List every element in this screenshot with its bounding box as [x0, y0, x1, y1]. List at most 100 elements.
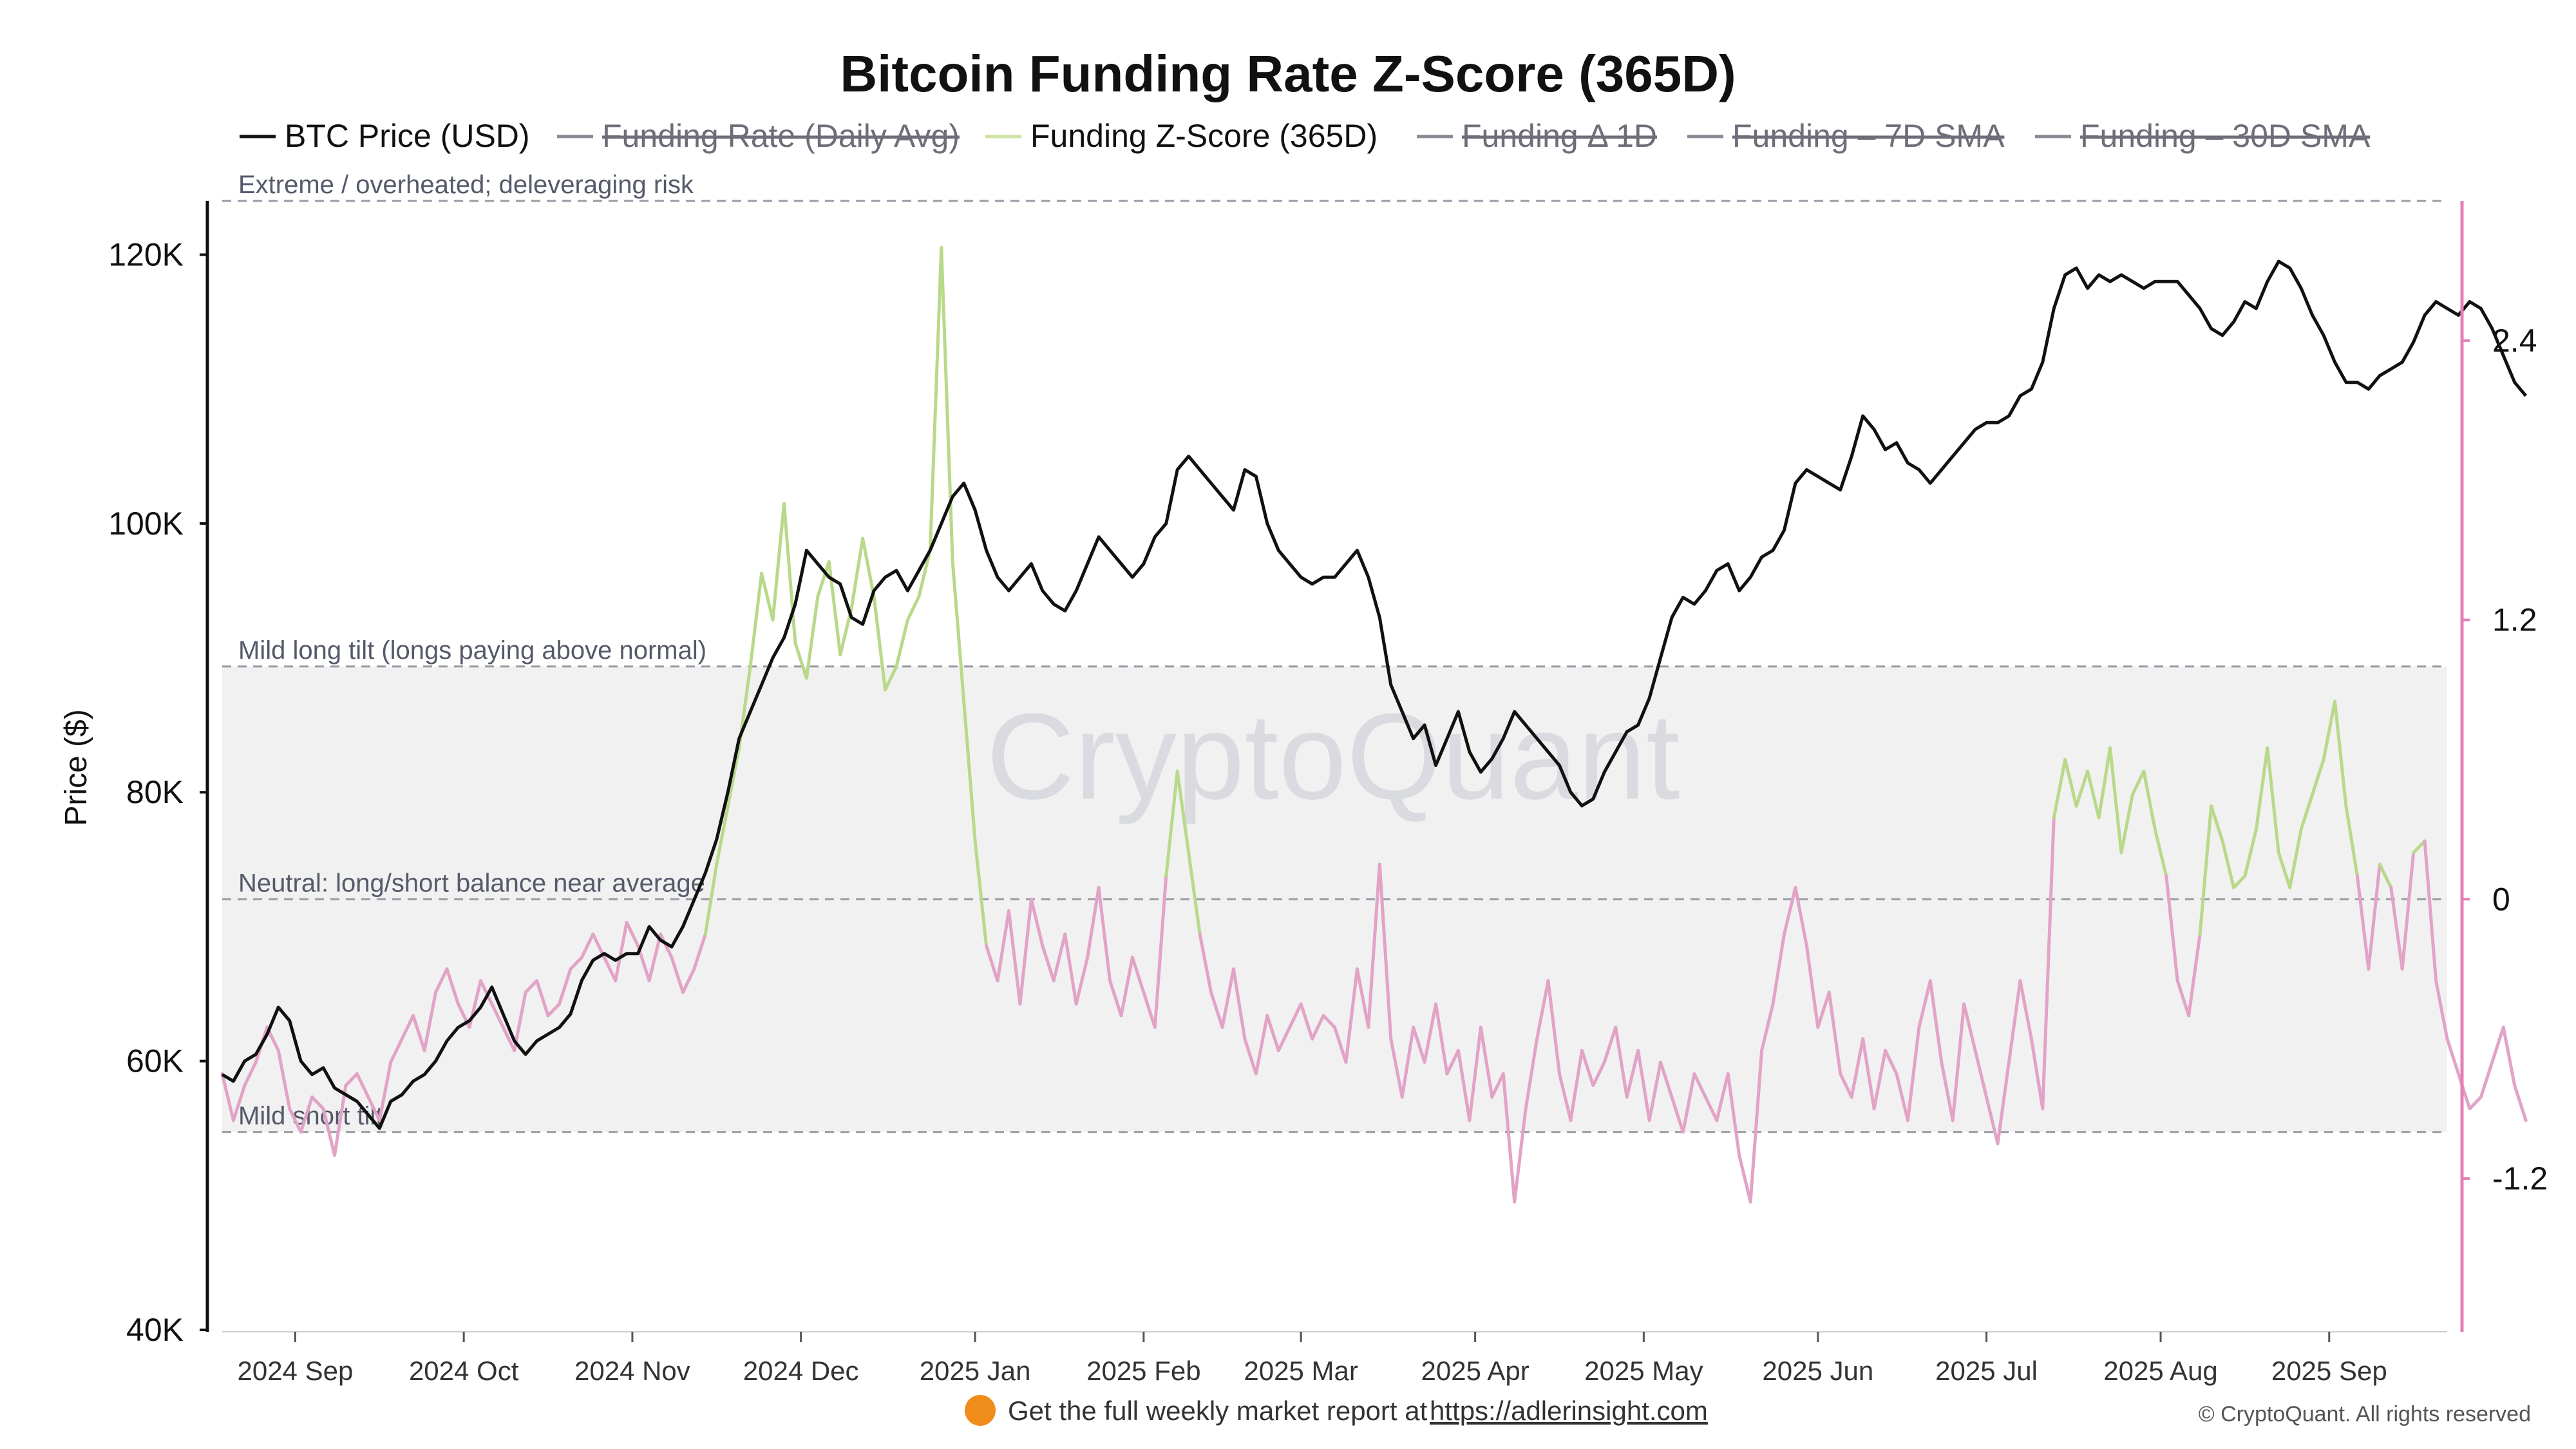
legend-item-label[interactable]: Funding – 30D SMA	[2080, 118, 2371, 154]
left-tick-label: 40K	[126, 1312, 184, 1348]
z-score-segment	[1130, 956, 1146, 994]
z-score-segment	[288, 1107, 303, 1134]
z-score-segment	[1940, 1060, 1955, 1122]
z-score-segment	[1456, 1048, 1472, 1122]
z-score-segment	[1906, 1025, 1921, 1122]
z-score-segment	[1839, 1072, 1853, 1099]
z-score-segment	[861, 536, 876, 598]
z-score-segment	[928, 245, 943, 552]
z-score-segment	[1591, 1060, 1606, 1087]
x-tick-label: 2025 Feb	[1086, 1356, 1200, 1386]
z-score-segment	[1367, 862, 1381, 1029]
z-score-segment	[1546, 979, 1561, 1075]
footer-link[interactable]: https://adlerinsight.com	[1430, 1396, 1708, 1426]
x-tick-label: 2025 Mar	[1244, 1356, 1358, 1386]
z-score-segment	[2108, 746, 2123, 855]
x-tick-label: 2025 May	[1584, 1356, 1703, 1386]
z-score-segment	[996, 909, 1010, 983]
z-score-segment	[2456, 1072, 2472, 1111]
z-score-segment	[647, 933, 663, 983]
z-score-segment	[546, 1002, 561, 1018]
z-score-segment	[2344, 804, 2359, 878]
z-score-segment	[1636, 1048, 1651, 1122]
z-score-segment	[1074, 956, 1090, 1006]
z-score-segment	[1344, 967, 1359, 1064]
z-score-segment	[2198, 804, 2213, 936]
z-score-segment	[2254, 746, 2269, 831]
z-score-segment	[940, 245, 954, 564]
legend-item-label[interactable]: Funding Z-Score (365D)	[1030, 118, 1378, 154]
legend-item-label[interactable]: Funding Δ 1D	[1462, 118, 1657, 154]
x-tick-label: 2025 Jun	[1762, 1356, 1873, 1386]
z-score-segment	[1164, 770, 1179, 878]
footer-text: Get the full weekly market report at	[1008, 1396, 1428, 1426]
z-score-segment	[2266, 746, 2280, 855]
z-score-segment	[1535, 979, 1550, 1041]
left-tick-label: 120K	[108, 236, 184, 272]
z-score-segment	[681, 967, 696, 994]
z-score-segment	[715, 804, 730, 866]
z-score-segment	[816, 560, 831, 598]
z-score-segment	[1412, 1025, 1426, 1064]
z-score-segment	[1400, 1025, 1416, 1099]
z-score-segment	[2119, 793, 2134, 855]
left-axis-ticks: 40K 60K 80K 100K 120K	[108, 236, 207, 1348]
right-tick-label: 2.4	[2492, 323, 2537, 359]
watermark: CryptoQuant	[986, 688, 1680, 825]
z-score-segment	[849, 536, 865, 611]
z-score-segment	[1580, 1048, 1595, 1087]
z-score-segment	[2299, 793, 2315, 831]
z-score-segment	[1524, 1037, 1539, 1111]
z-score-segment	[2164, 874, 2179, 983]
z-score-segment	[1726, 1072, 1741, 1157]
z-score-segment	[1771, 933, 1786, 1006]
z-score-segment	[355, 1072, 370, 1099]
z-score-segment	[2153, 828, 2168, 878]
z-score-segment	[2322, 699, 2337, 761]
z-score-segment	[478, 979, 494, 1006]
z-score-segment	[1479, 1025, 1494, 1099]
legend-item-label[interactable]: BTC Price (USD)	[285, 118, 530, 154]
z-score-segment	[2175, 979, 2191, 1018]
z-score-segment	[1996, 1060, 2011, 1146]
legend-item-label[interactable]: Funding – 7D SMA	[1732, 118, 2005, 154]
z-score-segment	[243, 1060, 258, 1087]
band-label: Extreme / overheated; deleveraging risk	[238, 171, 694, 199]
z-score-segment	[2231, 874, 2247, 889]
z-score-segment	[760, 571, 775, 622]
legend-item-label[interactable]: Funding Rate (Daily Avg)	[602, 118, 960, 154]
z-score-segment	[524, 979, 539, 994]
z-score-segment	[1220, 967, 1235, 1029]
left-tick-label: 60K	[126, 1043, 184, 1079]
z-score-segment	[2029, 1037, 2045, 1111]
z-score-segment	[2018, 979, 2033, 1041]
z-score-segment	[2142, 770, 2157, 831]
orange-circle-icon	[965, 1395, 996, 1426]
z-score-segment	[1097, 886, 1112, 983]
z-score-segment	[2288, 828, 2303, 889]
z-score-segment	[1872, 1048, 1888, 1111]
z-score-segment	[2513, 1083, 2528, 1122]
z-score-segment	[2041, 816, 2056, 1111]
z-score-segment	[2097, 746, 2112, 820]
z-score-segment	[1490, 1072, 1505, 1099]
z-score-segment	[1715, 1072, 1730, 1122]
x-tick-label: 2025 Jul	[1935, 1356, 2038, 1386]
z-score-segment	[1850, 1037, 1865, 1099]
z-score-segment	[2130, 770, 2146, 797]
z-score-segment	[1794, 886, 1808, 948]
z-score-segment	[1119, 956, 1134, 1018]
z-score-segment	[1602, 1025, 1618, 1064]
z-score-segment	[1501, 1072, 1517, 1204]
z-score-segment	[310, 1095, 325, 1111]
z-score-segment	[344, 1072, 359, 1087]
z-score-segment	[1827, 990, 1842, 1075]
z-score-segment	[1962, 1002, 1977, 1052]
z-score-segment	[703, 862, 719, 936]
z-score-segment	[2243, 828, 2258, 878]
z-score-segment	[389, 1037, 404, 1064]
z-score-segment	[1389, 1037, 1404, 1099]
z-score-segment	[2311, 757, 2325, 797]
z-score-segment	[895, 618, 909, 668]
z-score-segment	[2389, 886, 2404, 971]
